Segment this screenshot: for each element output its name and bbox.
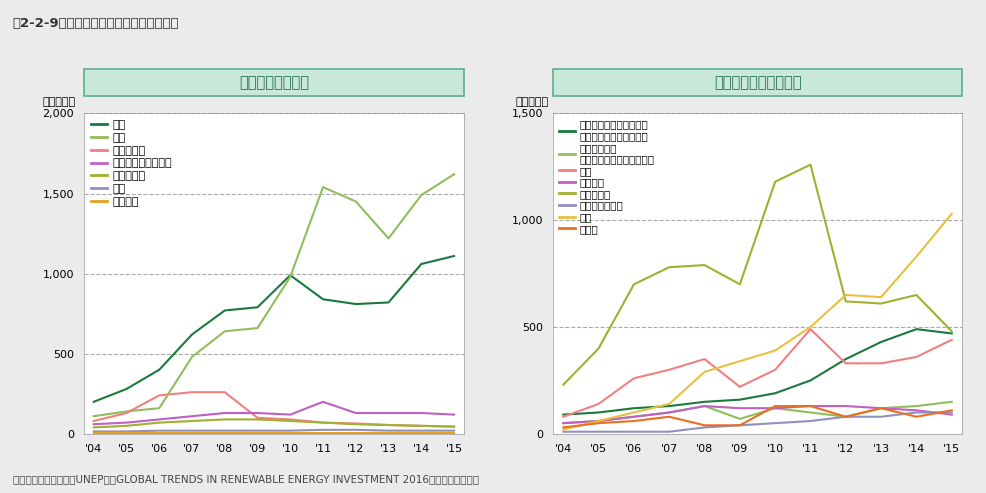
Legend: アジア・オセアニア全体
（中国・インドを除く）, アメリカ全体
（米国・ブラジルを除く）, 米国, ブラジル, ヨーロッパ, 中東・アフリカ, 中国, インド: アジア・オセアニア全体 （中国・インドを除く）, アメリカ全体 （米国・ブラジル… — [555, 116, 658, 237]
Text: 国・地域別新規投資額: 国・地域別新規投資額 — [713, 75, 801, 90]
Text: 資料：国連環境計画（UNEP）「GLOBAL TRENDS IN RENEWABLE ENERGY INVESTMENT 2016」より環境省作成: 資料：国連環境計画（UNEP）「GLOBAL TRENDS IN RENEWAB… — [13, 474, 478, 484]
Text: 電源別新規投資額: 電源別新規投資額 — [239, 75, 309, 90]
Text: （億ドル）: （億ドル） — [516, 97, 548, 107]
Text: 図2-2-9　再生可能エネルギーへの投資額: 図2-2-9 再生可能エネルギーへの投資額 — [13, 17, 179, 30]
Text: （億ドル）: （億ドル） — [42, 97, 75, 107]
Legend: 風力, 太陽, バイオ燃料, バイオマス・廃棄物, 小規模水力, 地熱, 波・潮流: 風力, 太陽, バイオ燃料, バイオマス・廃棄物, 小規模水力, 地熱, 波・潮… — [87, 117, 176, 210]
